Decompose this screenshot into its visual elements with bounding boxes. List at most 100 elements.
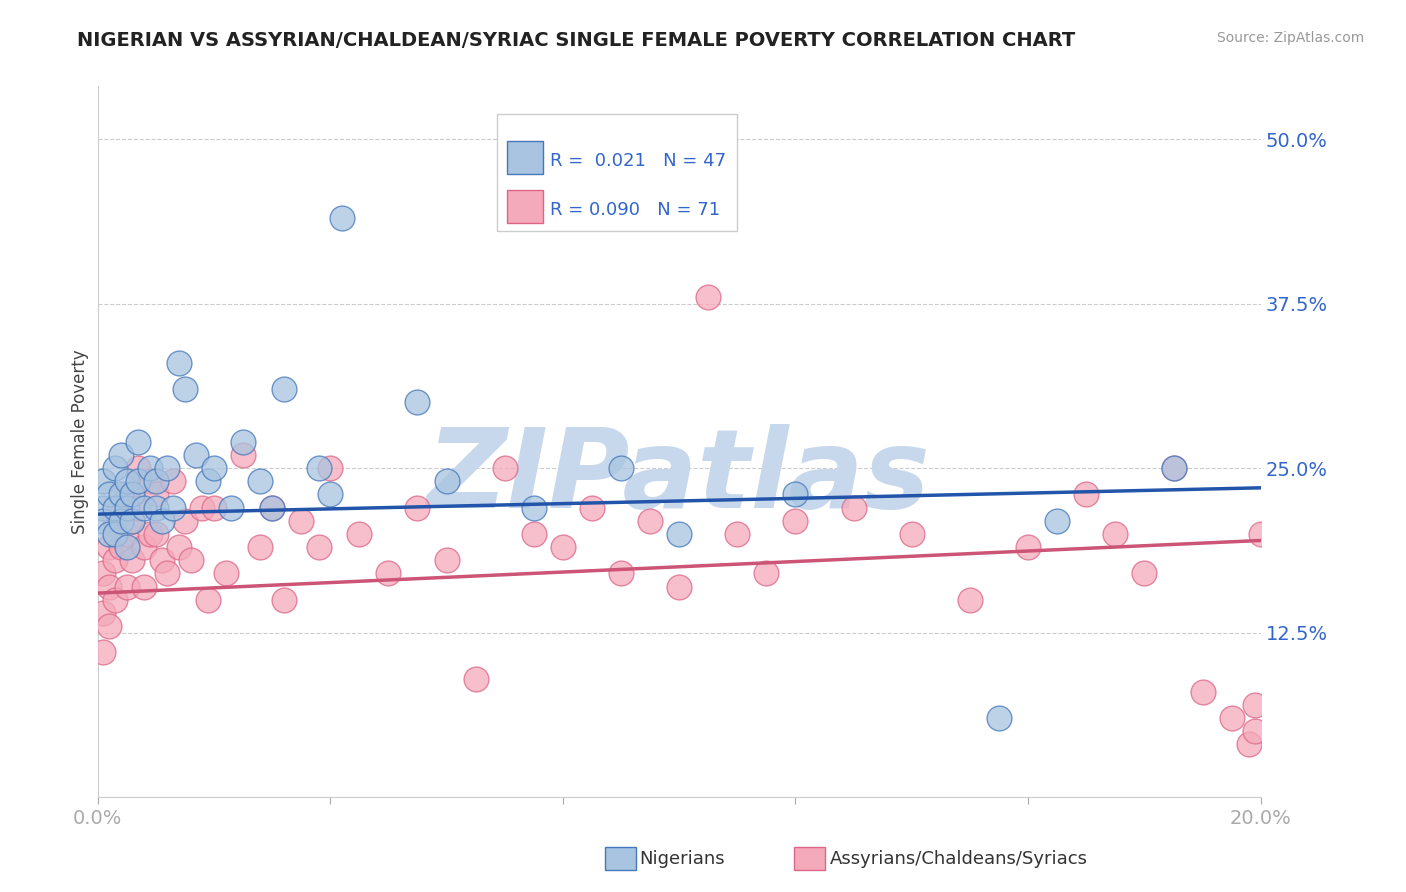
Point: [260, 500, 283, 515]
Point: [1220, 711, 1243, 725]
Text: R = 0.090   N = 71: R = 0.090 N = 71: [550, 201, 720, 219]
Point: [127, 434, 149, 449]
Point: [132, 540, 155, 554]
Point: [110, 448, 132, 462]
Point: [221, 500, 243, 515]
Text: ZIPatlas: ZIPatlas: [427, 424, 931, 531]
Point: [464, 672, 486, 686]
Point: [290, 514, 312, 528]
Point: [308, 540, 330, 554]
Point: [115, 527, 138, 541]
Point: [551, 540, 574, 554]
Point: [785, 514, 807, 528]
Y-axis label: Single Female Poverty: Single Female Poverty: [72, 350, 89, 534]
Point: [697, 290, 720, 304]
Point: [93, 645, 115, 659]
Point: [104, 500, 127, 515]
Point: [668, 580, 690, 594]
Point: [127, 475, 149, 489]
Point: [610, 566, 633, 581]
Point: [273, 382, 295, 396]
Point: [104, 514, 127, 528]
Point: [132, 500, 155, 515]
Point: [436, 553, 458, 567]
Point: [725, 527, 748, 541]
Point: [93, 606, 115, 620]
Point: [127, 461, 149, 475]
Point: [156, 566, 179, 581]
Point: [249, 540, 271, 554]
Point: [98, 487, 121, 501]
Point: [494, 461, 516, 475]
Point: [173, 514, 195, 528]
Point: [197, 475, 219, 489]
Text: R =  0.021   N = 47: R = 0.021 N = 47: [550, 152, 725, 169]
Point: [132, 580, 155, 594]
Point: [115, 487, 138, 501]
Point: [202, 461, 225, 475]
Text: Source: ZipAtlas.com: Source: ZipAtlas.com: [1216, 31, 1364, 45]
Point: [197, 592, 219, 607]
Point: [110, 487, 132, 501]
Point: [319, 461, 342, 475]
Point: [901, 527, 924, 541]
Point: [150, 553, 173, 567]
Point: [638, 514, 661, 528]
Point: [1244, 698, 1267, 712]
Text: Assyrians/Chaldeans/Syriacs: Assyrians/Chaldeans/Syriacs: [830, 849, 1087, 868]
Point: [121, 487, 143, 501]
Point: [173, 382, 195, 396]
Point: [349, 527, 371, 541]
Point: [104, 553, 127, 567]
Point: [139, 527, 162, 541]
Text: Nigerians: Nigerians: [640, 849, 725, 868]
Point: [191, 500, 214, 515]
Point: [232, 448, 254, 462]
Point: [115, 580, 138, 594]
Point: [232, 434, 254, 449]
Point: [273, 592, 295, 607]
Point: [167, 356, 190, 370]
Point: [121, 553, 143, 567]
Point: [110, 514, 132, 528]
Point: [988, 711, 1011, 725]
Point: [186, 448, 208, 462]
Text: NIGERIAN VS ASSYRIAN/CHALDEAN/SYRIAC SINGLE FEMALE POVERTY CORRELATION CHART: NIGERIAN VS ASSYRIAN/CHALDEAN/SYRIAC SIN…: [77, 31, 1076, 50]
Point: [406, 395, 429, 409]
Point: [330, 211, 353, 225]
Point: [127, 500, 149, 515]
Point: [755, 566, 778, 581]
Point: [581, 500, 603, 515]
Point: [1076, 487, 1098, 501]
Point: [93, 514, 115, 528]
Point: [180, 553, 202, 567]
Point: [115, 475, 138, 489]
Point: [1017, 540, 1039, 554]
Point: [436, 475, 458, 489]
Point: [1046, 514, 1069, 528]
Point: [785, 487, 807, 501]
Point: [104, 592, 127, 607]
Point: [115, 540, 138, 554]
Point: [98, 580, 121, 594]
Point: [93, 566, 115, 581]
Point: [1163, 461, 1185, 475]
Point: [406, 500, 429, 515]
Point: [156, 461, 179, 475]
Point: [162, 500, 184, 515]
Point: [145, 487, 167, 501]
Point: [1163, 461, 1185, 475]
Point: [249, 475, 271, 489]
Point: [202, 500, 225, 515]
Point: [842, 500, 865, 515]
Point: [93, 500, 115, 515]
Point: [260, 500, 283, 515]
Point: [1133, 566, 1156, 581]
Point: [98, 527, 121, 541]
Point: [162, 475, 184, 489]
Point: [214, 566, 236, 581]
Point: [959, 592, 981, 607]
Point: [145, 500, 167, 515]
Point: [121, 514, 143, 528]
Point: [139, 461, 162, 475]
